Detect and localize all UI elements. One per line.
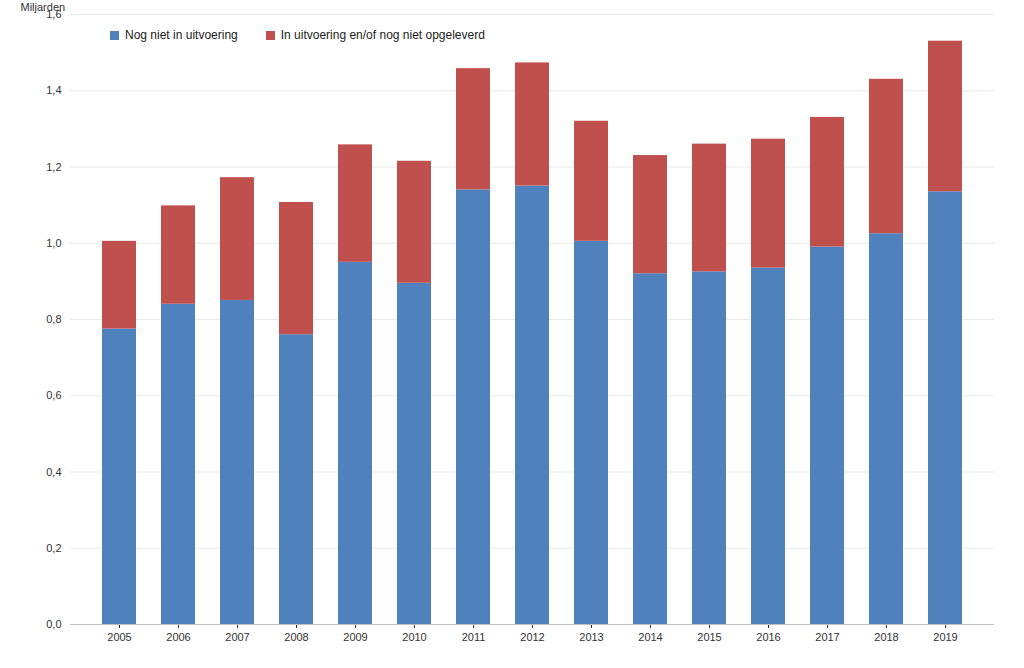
svg-text:2005: 2005 [107, 631, 131, 643]
svg-text:1,2: 1,2 [46, 161, 61, 173]
svg-text:2010: 2010 [402, 631, 426, 643]
svg-text:2009: 2009 [343, 631, 367, 643]
svg-text:2018: 2018 [874, 631, 898, 643]
svg-text:1,4: 1,4 [46, 84, 61, 96]
svg-text:2011: 2011 [462, 631, 486, 643]
svg-text:2014: 2014 [638, 631, 662, 643]
html-text:In uitvoering en/of nog niet o: In uitvoering en/of nog niet opgeleverd [280, 28, 485, 42]
svg-text:2007: 2007 [225, 631, 249, 643]
svg-text:2012: 2012 [520, 631, 544, 643]
svg-text:2016: 2016 [756, 631, 780, 643]
svg-text:2015: 2015 [697, 631, 721, 643]
svg-text:1,6: 1,6 [46, 8, 62, 20]
svg-text:0,8: 0,8 [46, 313, 61, 325]
svg-text:1,0: 1,0 [46, 237, 61, 249]
svg-text:2013: 2013 [579, 631, 603, 643]
svg-text:0,0: 0,0 [46, 618, 61, 630]
svg-text:Miljarden: Miljarden [21, 1, 66, 13]
svg-text:0,2: 0,2 [46, 542, 61, 554]
svg-text:2019: 2019 [933, 631, 957, 643]
svg-text:2008: 2008 [284, 631, 308, 643]
svg-text:0,6: 0,6 [46, 389, 61, 401]
svg-text:2017: 2017 [815, 631, 839, 643]
html-text:Nog niet in uitvoering: Nog niet in uitvoering [125, 28, 238, 42]
svg-text:2006: 2006 [166, 631, 190, 643]
svg-text:0,4: 0,4 [46, 466, 61, 478]
